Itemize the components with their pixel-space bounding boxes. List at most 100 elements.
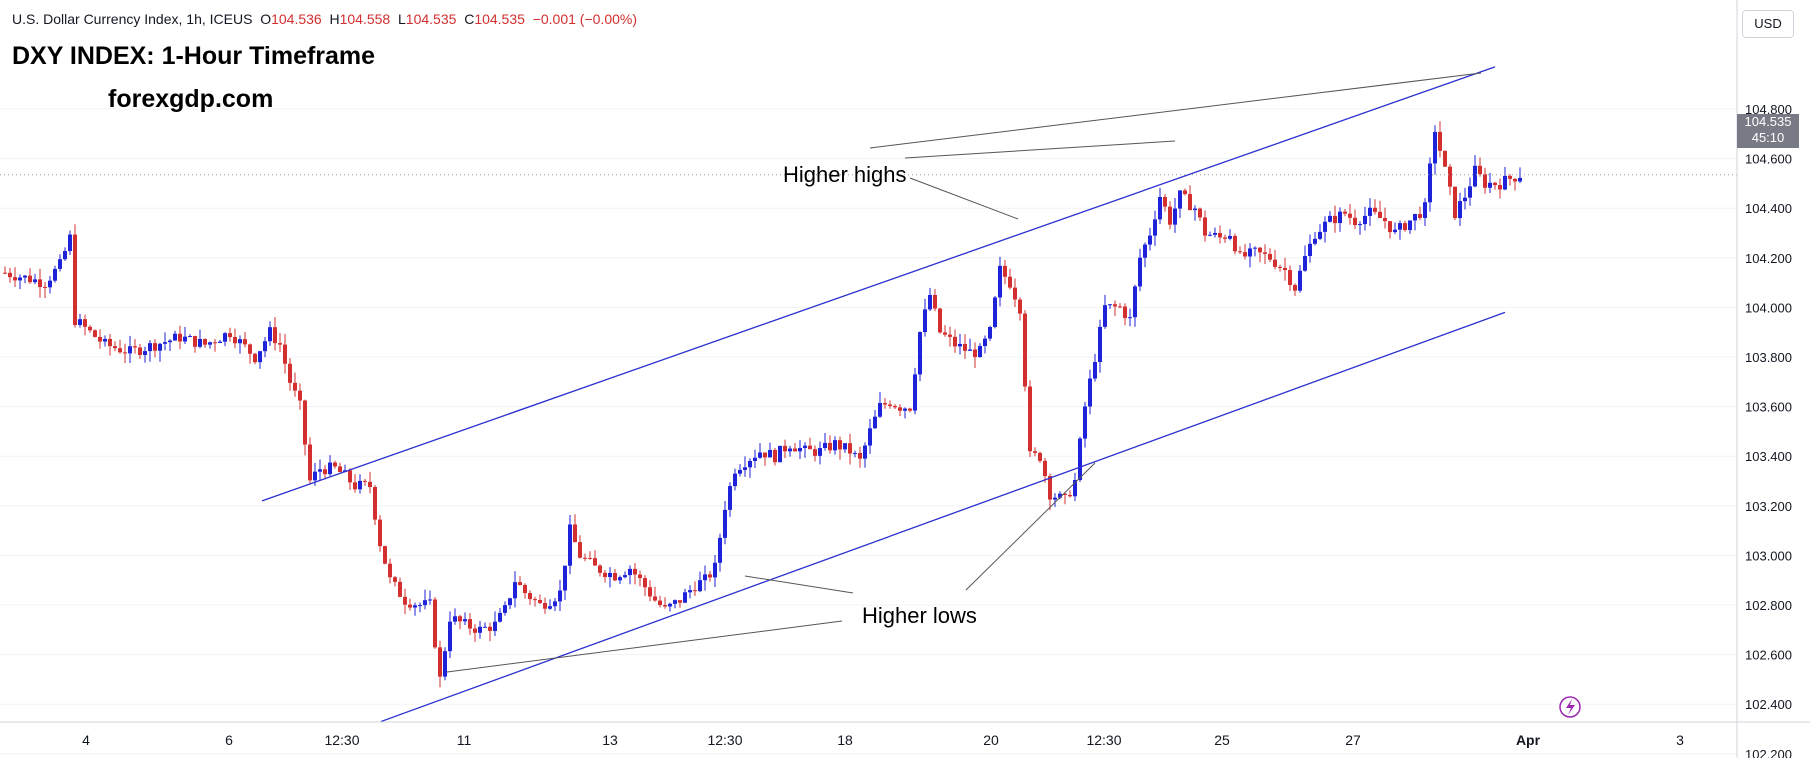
candle-body xyxy=(313,471,317,481)
price-tick-label: 104.200 xyxy=(1745,251,1792,266)
candle-body xyxy=(203,339,207,345)
candle-body xyxy=(43,286,47,288)
candle-body xyxy=(508,598,512,606)
candle-body xyxy=(418,605,422,607)
candle-body xyxy=(603,572,607,578)
candle-body xyxy=(1438,131,1442,151)
candle-body xyxy=(498,612,502,622)
candle-body xyxy=(553,601,557,607)
candle-body xyxy=(563,565,567,591)
candle-body xyxy=(633,568,637,575)
candle-body xyxy=(428,599,432,601)
candle-body xyxy=(438,647,442,677)
candle-body xyxy=(1298,270,1302,291)
candle-body xyxy=(1208,234,1212,236)
candle-body xyxy=(613,572,617,581)
time-tick-label: 6 xyxy=(225,732,233,748)
candle-body xyxy=(1053,497,1057,500)
candle-body xyxy=(1263,252,1267,254)
candle-body xyxy=(908,408,912,411)
annotation-lines xyxy=(446,72,1482,673)
candle-body xyxy=(483,626,487,628)
candle-body xyxy=(533,599,537,601)
candle-body xyxy=(98,336,102,342)
candle-body xyxy=(1188,194,1192,211)
candle-body xyxy=(568,524,572,566)
candle-body xyxy=(948,334,952,337)
open-value: 104.536 xyxy=(271,11,322,27)
candle-body xyxy=(58,259,62,269)
candle-body xyxy=(1308,243,1312,257)
candle-body xyxy=(1363,215,1367,225)
candle-body xyxy=(173,333,177,341)
currency-button[interactable]: USD xyxy=(1742,10,1794,38)
candle-body xyxy=(1333,215,1337,224)
high-value: 104.558 xyxy=(339,11,391,27)
candle-body xyxy=(673,600,677,604)
candle-body xyxy=(473,628,477,633)
candle-body xyxy=(528,593,532,600)
time-tick-label: 12:30 xyxy=(707,732,742,748)
candle-body xyxy=(163,342,167,344)
candle-body xyxy=(453,616,457,622)
annotation-higher-highs: Higher highs xyxy=(783,162,907,187)
candle-body xyxy=(318,469,322,472)
candle-body xyxy=(268,327,272,342)
candle-body xyxy=(1323,221,1327,232)
annotation-higher-lows: Higher lows xyxy=(862,603,977,628)
candle-body xyxy=(1203,217,1207,236)
candle-body xyxy=(1353,217,1357,226)
candle-body xyxy=(433,599,437,648)
candle-body xyxy=(1103,305,1107,327)
candle-body xyxy=(413,605,417,608)
candle-body xyxy=(943,332,947,335)
candle-body xyxy=(538,600,542,604)
candle-body xyxy=(813,449,817,456)
candle-body xyxy=(1283,267,1287,271)
price-tick-label: 103.000 xyxy=(1745,548,1792,563)
candle-body xyxy=(1378,211,1382,219)
candle-body xyxy=(383,546,387,564)
candle-body xyxy=(1493,182,1497,186)
candle-body xyxy=(1503,175,1507,190)
candle-body xyxy=(233,337,237,344)
candle-body xyxy=(1338,211,1342,224)
candle-body xyxy=(348,470,352,483)
candle-body xyxy=(938,308,942,333)
candle-body xyxy=(103,338,107,342)
candle-body xyxy=(758,452,762,458)
price-tick-label: 102.400 xyxy=(1745,697,1792,712)
candle-body xyxy=(1358,224,1362,226)
annotation-leader xyxy=(909,177,1019,220)
candle-body xyxy=(1518,177,1522,182)
candle-body xyxy=(868,428,872,446)
channel-upper-line xyxy=(261,66,1496,502)
lightning-icon-glyph xyxy=(1566,699,1575,715)
symbol-name: U.S. Dollar Currency Index, 1h, ICEUS xyxy=(12,11,253,27)
candle-body xyxy=(1303,256,1307,271)
time-tick-label: 4 xyxy=(82,732,90,748)
time-tick-label: 27 xyxy=(1345,732,1361,748)
candle-body xyxy=(488,626,492,631)
candle-body xyxy=(1473,165,1477,187)
candle-body xyxy=(13,277,17,281)
candle-body xyxy=(953,336,957,347)
candle-body xyxy=(63,251,67,260)
price-tick-label: 103.600 xyxy=(1745,400,1792,415)
candle-body xyxy=(353,482,357,490)
candle-body xyxy=(1468,186,1472,198)
candle-body xyxy=(403,596,407,605)
candle-body xyxy=(1268,253,1272,260)
candle-body xyxy=(973,349,977,358)
candle-body xyxy=(1023,313,1027,387)
candle-body xyxy=(828,442,832,451)
candle-body xyxy=(1483,174,1487,188)
candle-body xyxy=(358,480,362,490)
time-tick-label: 11 xyxy=(457,732,472,748)
candle-body xyxy=(458,616,462,622)
candle-body xyxy=(1428,163,1432,203)
candle-body xyxy=(213,342,217,344)
candle-body xyxy=(83,319,87,327)
candle-body xyxy=(1173,208,1177,225)
